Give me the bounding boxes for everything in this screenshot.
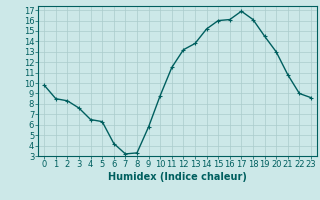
X-axis label: Humidex (Indice chaleur): Humidex (Indice chaleur) xyxy=(108,172,247,182)
